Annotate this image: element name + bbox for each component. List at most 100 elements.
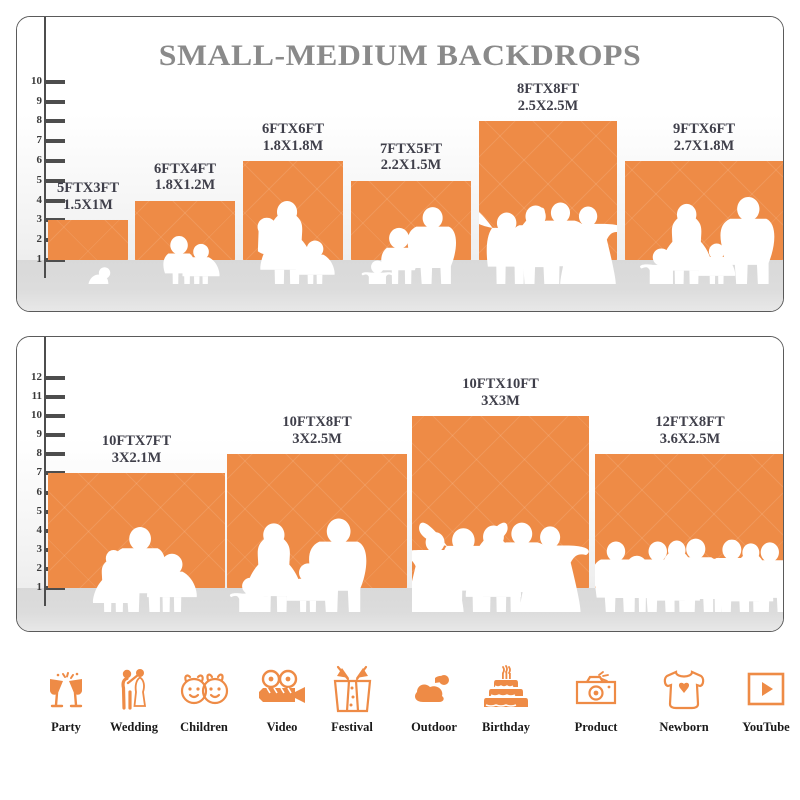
use-case-item-children[interactable]: Children [166,660,242,735]
backdrop-size-bar [135,200,235,285]
use-case-icon-row: Party Wedding Children [16,660,790,760]
y-tick-label: 2 [36,561,43,574]
bar-label-feet: 7FTX5FT [379,140,443,157]
people-silhouette-group [595,454,783,612]
product-icon [558,660,634,718]
bar-label-meters: 3X3M [481,392,520,409]
use-case-caption: Video [266,720,298,734]
y-tick-label: 5 [36,504,43,517]
people-silhouette-group [479,121,617,284]
y-tick-label: 7 [36,134,43,147]
bar-label-feet: 6FTX4FT [153,160,217,177]
birthday-icon [468,660,544,718]
bar-label-feet: 6FTX6FT [261,121,325,137]
backdrop-size-bar [243,161,343,284]
bar-size-label: 12FTX8FT 3.6X2.5M [565,414,783,447]
people-silhouette-group [243,161,343,284]
y-tick-mark [45,395,65,399]
bar-label-feet: 12FTX8FT [655,414,725,431]
children-icon [166,660,242,718]
y-tick-label: 7 [36,466,43,479]
use-case-item-newborn[interactable]: Newborn [646,660,722,735]
youtube-icon [728,660,800,718]
chart1-y-axis [44,17,46,278]
bar-label-feet: 10FTX8FT [282,414,352,431]
y-tick-label: 4 [36,193,43,206]
y-tick-mark [45,198,65,203]
y-tick-label: 9 [36,94,43,107]
y-tick-mark [45,452,65,457]
video-icon [244,660,320,718]
y-tick-label: 4 [36,523,43,536]
use-case-item-party[interactable]: Party [28,660,104,735]
use-case-item-birthday[interactable]: Birthday [468,660,544,735]
bar-label-meters: 2.5X2.5M [517,97,579,114]
backdrop-size-bar [48,220,128,284]
bar-label-feet: 8FTX8FT [516,81,580,98]
people-silhouette-group [48,220,128,284]
y-tick-label: 8 [36,114,43,127]
people-silhouette-group [351,181,471,285]
use-case-item-wedding[interactable]: Wedding [96,660,172,735]
bar-size-label: 10FTX10FT 3X3M [382,376,619,409]
bar-size-label: 10FTX8FT 3X2.5M [197,414,437,447]
y-tick-mark [45,178,65,183]
outdoor-icon [396,660,472,718]
use-case-item-product[interactable]: Product [558,660,634,735]
use-case-caption: Children [180,720,228,734]
bar-label-meters: 1.8X1.8M [262,137,324,154]
use-case-caption: Wedding [110,720,158,734]
backdrop-size-bar [625,161,783,284]
y-tick-mark [45,139,65,144]
people-silhouette-group [412,416,589,612]
use-case-caption: Newborn [659,720,709,734]
y-tick-label: 12 [31,370,42,383]
bar-size-label: 5FTX3FT 1.5X1M [18,180,158,213]
people-silhouette-group [227,454,407,612]
small-medium-backdrops-chart-panel: SMALL-MEDIUM BACKDROPS 1 2 3 4 5 6 7 8 9 10 5FTX3… [16,16,784,312]
party-icon [28,660,104,718]
people-silhouette-group [48,473,225,612]
bar-label-meters: 1.8X1.2M [154,177,216,194]
page-title: SMALL-MEDIUM BACKDROPS [158,39,642,72]
y-tick-label: 11 [31,390,42,402]
y-tick-mark [45,586,65,590]
backdrop-size-bar [48,473,225,612]
bar-size-label: 10FTX7FT 3X2.1M [18,433,255,466]
use-case-item-video[interactable]: Video [244,660,320,735]
bar-label-meters: 2.2X1.5M [380,157,442,174]
y-tick-label: 6 [36,154,43,166]
bar-label-meters: 2.7X1.8M [673,137,735,154]
backdrop-size-bar [227,454,407,612]
bar-label-feet: 10FTX10FT [462,376,539,393]
y-tick-label: 1 [36,581,43,593]
wedding-icon [96,660,172,718]
bar-label-feet: 5FTX3FT [56,180,120,197]
bar-label-feet: 10FTX7FT [101,433,172,450]
people-silhouette-group [625,161,783,284]
use-case-caption: Birthday [482,720,530,734]
use-case-caption: Product [574,720,618,734]
bar-label-meters: 3X2.5M [292,430,342,447]
y-tick-mark [45,414,65,419]
bar-size-label: 6FTX4FT 1.8X1.2M [105,161,265,194]
y-tick-mark [45,433,65,438]
bar-size-label: 6FTX6FT 1.8X1.8M [213,121,373,154]
large-backdrops-chart-panel: 1 2 3 4 5 6 7 8 9 10 11 12 10FTX7FT 3X2.1M 10FTX8FT… [16,336,784,632]
backdrop-size-bar [412,416,589,612]
bar-size-label: 8FTX8FT 2.5X2.5M [449,81,647,114]
bar-label-feet: 9FTX6FT [672,121,736,137]
use-case-item-youtube[interactable]: YouTube [728,660,800,735]
y-tick-label: 10 [31,74,42,87]
chart2-y-axis [44,337,46,606]
y-tick-mark [45,99,65,104]
y-tick-label: 6 [36,485,43,498]
y-tick-label: 3 [36,213,43,226]
y-tick-label: 8 [36,447,43,460]
bar-size-label: 9FTX6FT 2.7X1.8M [595,121,783,154]
backdrop-size-bar [351,180,471,285]
use-case-caption: Festival [331,720,373,734]
use-case-item-outdoor[interactable]: Outdoor [396,660,472,735]
use-case-item-festival[interactable]: Festival [314,660,390,735]
use-case-caption: Party [51,720,81,734]
